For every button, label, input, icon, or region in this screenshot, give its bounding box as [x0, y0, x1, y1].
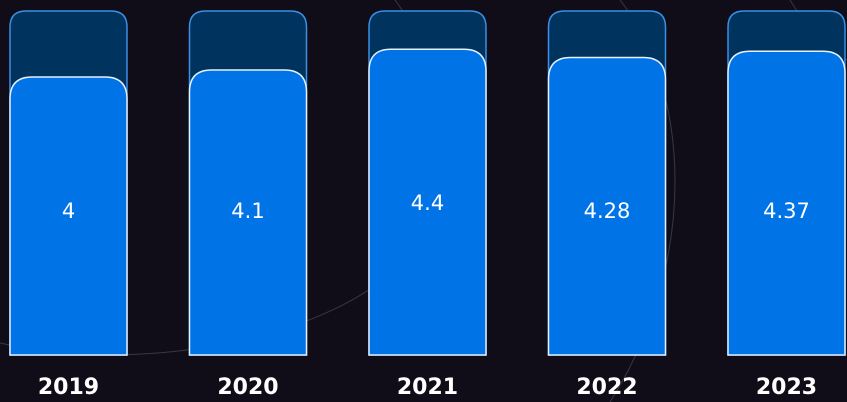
- bar-2019: [9, 76, 128, 356]
- bar-value-label-2023: 4.37: [763, 199, 810, 223]
- x-tick-label-2020: 2020: [217, 375, 278, 400]
- x-tick-label-2021: 2021: [397, 375, 458, 400]
- bar-value-label-2021: 4.4: [411, 191, 444, 215]
- bar-2021: [368, 48, 487, 356]
- bar-2020: [188, 69, 308, 356]
- x-tick-label-2022: 2022: [576, 375, 637, 400]
- x-tick-label-2019: 2019: [38, 375, 99, 400]
- x-tick-label-2023: 2023: [756, 375, 817, 400]
- labels-group: 4 2019 4.1 2020 4.4 2021 4.28 2022 4.37 2023: [38, 191, 817, 400]
- bar-value-label-2020: 4.1: [231, 199, 264, 223]
- bar-2023: [727, 50, 846, 356]
- bar-2022: [547, 56, 667, 356]
- bar-value-label-2022: 4.28: [584, 199, 631, 223]
- bar-value-label-2019: 4: [62, 199, 75, 223]
- bars-group: [9, 10, 846, 356]
